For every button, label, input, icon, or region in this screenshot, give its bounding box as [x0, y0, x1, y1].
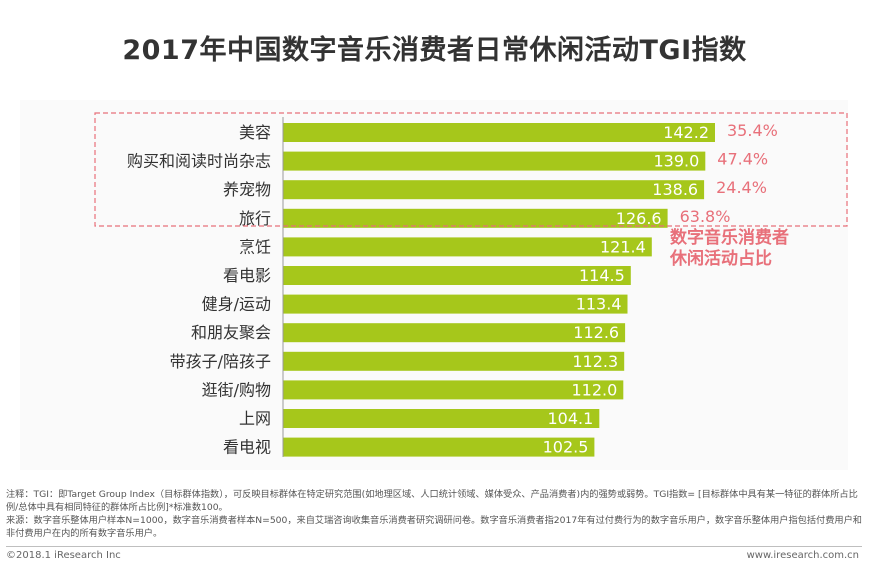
value-label: 112.3	[572, 352, 618, 371]
category-label: 看电影	[223, 266, 271, 285]
value-label: 104.1	[547, 409, 593, 428]
value-label: 126.6	[616, 209, 662, 228]
copyright-text: ©2018.1 iResearch Inc	[6, 550, 121, 561]
category-label: 美容	[239, 123, 271, 142]
value-label: 138.6	[652, 180, 698, 199]
category-label: 养宠物	[223, 180, 271, 199]
note-text: 注释：TGI：即Target Group Index（目标群体指数），可反映目标…	[6, 489, 858, 513]
value-label: 102.5	[543, 438, 589, 457]
value-label: 112.6	[573, 323, 619, 342]
bar	[283, 208, 668, 228]
bar	[283, 151, 706, 171]
footer-divider	[6, 546, 862, 547]
share-label: 63.8%	[680, 207, 731, 226]
source-text: 来源：数字音乐整体用户样本N=1000，数字音乐消费者样本N=500，来自艾瑞咨…	[6, 515, 862, 539]
share-label: 35.4%	[727, 121, 778, 140]
category-label: 健身/运动	[202, 295, 271, 314]
highlight-box	[94, 112, 848, 227]
category-label: 看电视	[223, 438, 271, 457]
value-label: 142.2	[663, 123, 709, 142]
category-label: 旅行	[239, 209, 271, 228]
value-label: 114.5	[579, 266, 625, 285]
category-label: 购买和阅读时尚杂志	[127, 152, 271, 171]
bar	[283, 351, 625, 371]
website-text: www.iresearch.com.cn	[746, 550, 859, 561]
category-label: 带孩子/陪孩子	[170, 352, 271, 371]
value-label: 113.4	[576, 295, 622, 314]
bar	[283, 294, 628, 314]
bar	[283, 123, 715, 142]
share-label: 47.4%	[717, 150, 768, 169]
category-label: 和朋友聚会	[191, 323, 271, 342]
bar	[283, 380, 624, 400]
bar	[283, 437, 595, 457]
value-label: 112.0	[571, 380, 617, 399]
chart-title: 2017年中国数字音乐消费者日常休闲活动TGI指数	[122, 35, 747, 66]
bar	[283, 180, 705, 200]
bar-chart: 美容购买和阅读时尚杂志养宠物旅行烹饪看电影健身/运动和朋友聚会带孩子/陪孩子逛街…	[94, 112, 848, 457]
category-label: 逛街/购物	[202, 380, 271, 399]
value-label: 121.4	[600, 237, 646, 256]
category-label: 上网	[239, 409, 271, 428]
bar	[283, 323, 626, 343]
bar	[283, 237, 652, 257]
share-label: 24.4%	[716, 178, 767, 197]
bar	[283, 409, 600, 428]
category-label: 烹饪	[239, 237, 271, 256]
share-annotation-line2: 休闲活动占比	[669, 248, 772, 269]
value-label: 139.0	[653, 152, 699, 171]
share-annotation-line1: 数字音乐消费者	[670, 227, 789, 248]
bar	[283, 266, 631, 285]
